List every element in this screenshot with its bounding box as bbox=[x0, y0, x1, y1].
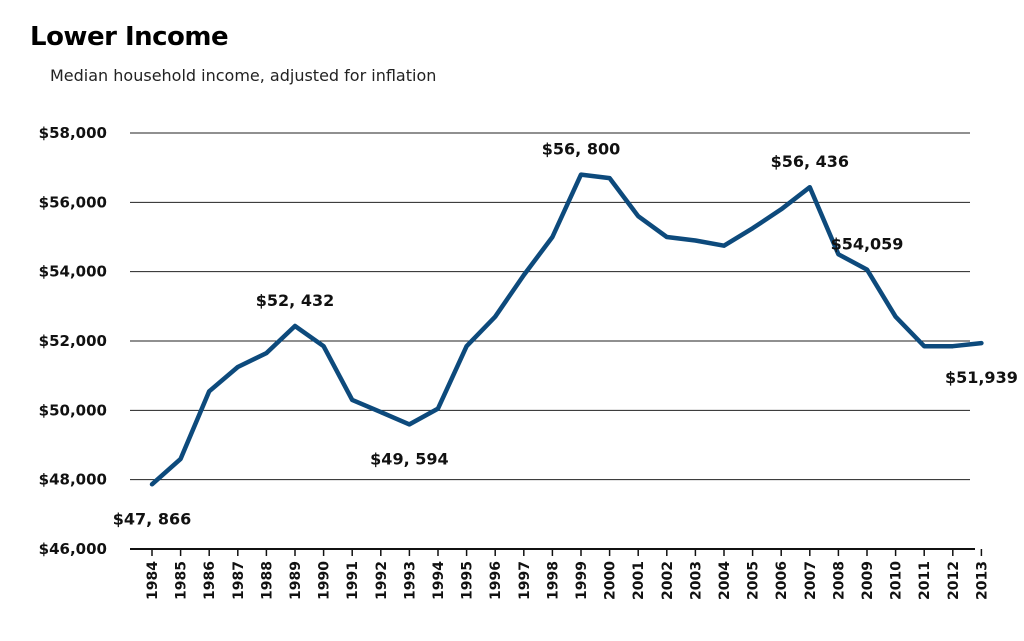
data-point bbox=[493, 315, 497, 319]
data-point bbox=[894, 315, 898, 319]
x-tick-label: 1992 bbox=[374, 561, 390, 600]
data-label: $47, 866 bbox=[113, 509, 191, 528]
y-tick-label: $56,000 bbox=[39, 193, 107, 211]
x-tick-label: 1984 bbox=[145, 561, 161, 600]
chart-subtitle: Median household income, adjusted for in… bbox=[50, 66, 437, 85]
data-point bbox=[579, 173, 583, 177]
x-tick-label: 2002 bbox=[660, 561, 676, 600]
y-tick-label: $46,000 bbox=[39, 540, 107, 558]
data-point bbox=[522, 273, 526, 277]
data-point bbox=[979, 341, 983, 345]
data-point bbox=[322, 344, 326, 348]
data-point bbox=[865, 268, 869, 272]
data-label: $49, 594 bbox=[370, 449, 448, 468]
data-point bbox=[264, 351, 268, 355]
x-tick-label: 1997 bbox=[517, 561, 533, 600]
data-point bbox=[693, 238, 697, 242]
chart-title: Lower Income bbox=[30, 22, 229, 52]
data-point bbox=[722, 244, 726, 248]
data-label: $54,059 bbox=[831, 235, 904, 254]
data-point bbox=[207, 389, 211, 393]
x-tick-label: 1996 bbox=[488, 561, 504, 600]
data-label: $56, 800 bbox=[542, 140, 620, 159]
data-point bbox=[379, 410, 383, 414]
x-tick-label: 1999 bbox=[574, 561, 590, 600]
x-tick-label: 1990 bbox=[317, 561, 333, 600]
x-tick-label: 2000 bbox=[603, 561, 619, 600]
y-tick-label: $48,000 bbox=[39, 471, 107, 489]
data-point bbox=[665, 235, 669, 239]
x-tick-label: 2007 bbox=[803, 561, 819, 600]
data-point bbox=[150, 482, 154, 486]
x-tick-label: 2006 bbox=[774, 561, 790, 600]
x-tick-label: 1998 bbox=[545, 561, 561, 600]
x-tick-label: 2010 bbox=[889, 561, 905, 600]
x-tick-label: 1994 bbox=[431, 561, 447, 600]
data-label: $52, 432 bbox=[256, 291, 334, 310]
x-tick-label: 2003 bbox=[688, 561, 704, 600]
data-point bbox=[951, 344, 955, 348]
data-point bbox=[608, 176, 612, 180]
x-tick-label: 1986 bbox=[202, 561, 218, 600]
x-tick-label: 1985 bbox=[174, 561, 190, 600]
data-point bbox=[922, 344, 926, 348]
x-tick-label: 1988 bbox=[259, 561, 275, 600]
x-tick-label: 2012 bbox=[946, 561, 962, 600]
x-tick-label: 2005 bbox=[746, 561, 762, 600]
data-point bbox=[808, 185, 812, 189]
x-tick-label: 1991 bbox=[345, 561, 361, 600]
x-tick-label: 2008 bbox=[831, 561, 847, 600]
data-point bbox=[350, 398, 354, 402]
data-point bbox=[636, 214, 640, 218]
data-point bbox=[236, 365, 240, 369]
data-label: $56, 436 bbox=[771, 152, 849, 171]
x-tick-label: 1987 bbox=[231, 561, 247, 600]
x-tick-label: 2009 bbox=[860, 561, 876, 600]
data-point bbox=[550, 235, 554, 239]
data-point bbox=[179, 457, 183, 461]
y-tick-label: $50,000 bbox=[39, 401, 107, 419]
data-point bbox=[751, 226, 755, 230]
data-point bbox=[836, 252, 840, 256]
y-tick-label: $52,000 bbox=[39, 332, 107, 350]
data-point bbox=[465, 344, 469, 348]
x-tick-label: 2011 bbox=[917, 561, 933, 600]
y-tick-label: $54,000 bbox=[39, 263, 107, 281]
x-tick-label: 2001 bbox=[631, 561, 647, 600]
x-tick-label: 2013 bbox=[974, 561, 990, 600]
data-point bbox=[779, 207, 783, 211]
y-tick-label: $58,000 bbox=[39, 124, 107, 142]
data-point bbox=[293, 324, 297, 328]
data-label: $51,939 bbox=[945, 368, 1018, 387]
x-tick-label: 1993 bbox=[402, 561, 418, 600]
income-line bbox=[149, 172, 984, 487]
x-tick-label: 2004 bbox=[717, 561, 733, 600]
x-tick-label: 1989 bbox=[288, 561, 304, 600]
data-point bbox=[436, 407, 440, 411]
x-tick-label: 1995 bbox=[460, 561, 476, 600]
data-point bbox=[407, 422, 411, 426]
